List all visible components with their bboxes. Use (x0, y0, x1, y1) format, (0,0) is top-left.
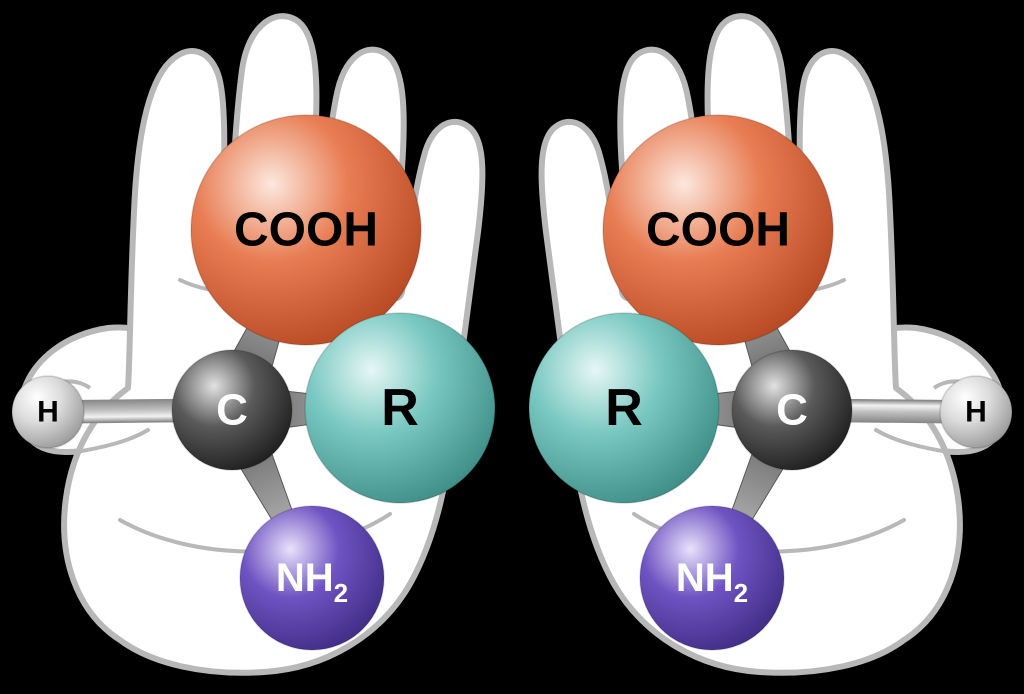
atom-nh2: NH2 (640, 506, 784, 650)
atom-label: R (381, 379, 419, 437)
atom-cooh: COOH (191, 115, 421, 345)
atom-c: C (172, 350, 292, 470)
atom-r: R (529, 313, 719, 503)
atom-label: C (776, 386, 808, 435)
atom-h: H (12, 376, 84, 448)
atom-label: H (965, 396, 987, 429)
atom-nh2: NH2 (240, 506, 384, 650)
atom-label: H (37, 396, 59, 429)
atom-label: R (605, 379, 643, 437)
atom-label: COOH (646, 204, 790, 257)
atom-r: R (305, 313, 495, 503)
atom-h: H (940, 376, 1012, 448)
atom-label: COOH (234, 204, 378, 257)
chirality-diagram: COOH R NH2 H C COOH R NH2 H C (0, 0, 1024, 694)
atom-cooh: COOH (603, 115, 833, 345)
atom-c: C (732, 350, 852, 470)
atom-label: C (216, 386, 248, 435)
